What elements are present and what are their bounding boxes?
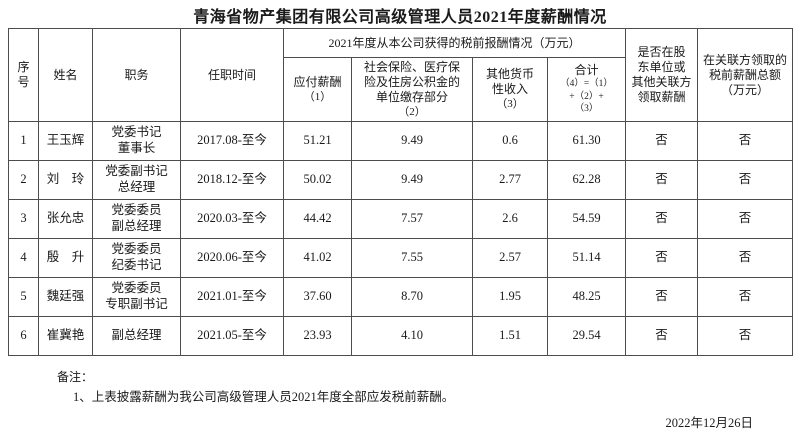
table-row: 1 王玉辉 党委书记 董事长 2017.08-至今 51.21 9.49 0.6…	[8, 121, 794, 161]
cell-name: 崔冀艳	[38, 316, 93, 356]
table-row: 6 崔冀艳 副总经理 2021.05-至今 23.93 4.10 1.51 29…	[8, 316, 794, 356]
cell-shareholder-pay: 否	[625, 238, 699, 278]
cell-tenure: 2020.06-至今	[180, 238, 284, 278]
cell-position: 党委委员 专职副书记	[92, 277, 181, 317]
col-header-shareholder-pay: 是否在股 东单位或 其他关联方 领取薪酬	[625, 28, 699, 122]
salary-table: 序 号 姓名 职务 任职时间 2021年度从本公司获得的税前报酬情况（万元） 是…	[8, 28, 794, 356]
cell-other: 1.95	[472, 277, 548, 317]
cell-related-total: 否	[697, 199, 794, 239]
col-header-other: 其他货币 性收入 （3）	[472, 57, 548, 122]
cell-total: 62.28	[546, 160, 627, 200]
cell-tenure: 2018.12-至今	[180, 160, 284, 200]
cell-social: 9.49	[351, 160, 473, 200]
cell-other: 2.6	[472, 199, 548, 239]
col-header-salary-label: 应付薪酬	[293, 74, 342, 89]
col-header-position: 职务	[92, 28, 181, 122]
cell-other: 0.6	[472, 121, 548, 161]
cell-seq: 6	[8, 316, 39, 356]
cell-salary: 44.42	[283, 199, 352, 239]
cell-shareholder-pay: 否	[625, 160, 699, 200]
cell-related-total: 否	[697, 316, 794, 356]
cell-position: 党委书记 董事长	[92, 121, 181, 161]
cell-salary: 23.93	[283, 316, 352, 356]
cell-other: 1.51	[472, 316, 548, 356]
cell-social: 7.57	[351, 199, 473, 239]
cell-seq: 1	[8, 121, 39, 161]
cell-position: 党委委员 副总经理	[92, 199, 181, 239]
cell-seq: 4	[8, 238, 39, 278]
cell-social: 8.70	[351, 277, 473, 317]
cell-shareholder-pay: 否	[625, 121, 699, 161]
table-row: 4 殷 升 党委委员 纪委书记 2020.06-至今 41.02 7.55 2.…	[8, 238, 794, 278]
cell-other: 2.57	[472, 238, 548, 278]
col-header-tenure: 任职时间	[180, 28, 284, 122]
cell-related-total: 否	[697, 121, 794, 161]
cell-name: 魏廷强	[38, 277, 93, 317]
cell-total: 48.25	[546, 277, 627, 317]
col-header-other-label: 其他货币 性收入	[485, 67, 534, 97]
cell-tenure: 2021.05-至今	[180, 316, 284, 356]
col-header-salary-sub: （1）	[303, 90, 332, 103]
col-header-total: 合计 （4）=（1） +（2）+ （3）	[546, 57, 627, 122]
cell-related-total: 否	[697, 238, 794, 278]
cell-social: 4.10	[351, 316, 473, 356]
report-date: 2022年12月26日	[665, 416, 753, 430]
cell-related-total: 否	[697, 277, 794, 317]
cell-name: 张允忠	[38, 199, 93, 239]
col-header-name: 姓名	[38, 28, 93, 122]
cell-name: 王玉辉	[38, 121, 93, 161]
cell-name: 刘 玲	[38, 160, 93, 200]
cell-total: 61.30	[546, 121, 627, 161]
cell-related-total: 否	[697, 160, 794, 200]
cell-seq: 5	[8, 277, 39, 317]
col-header-salary: 应付薪酬 （1）	[283, 57, 352, 122]
col-header-social-label: 社会保险、医疗保险及住房公积金的单位缴存部分	[363, 59, 460, 104]
cell-seq: 3	[8, 199, 39, 239]
cell-salary: 50.02	[283, 160, 352, 200]
col-header-total-label: 合计	[574, 62, 599, 77]
cell-shareholder-pay: 否	[625, 199, 699, 239]
cell-tenure: 2017.08-至今	[180, 121, 284, 161]
cell-tenure: 2021.01-至今	[180, 277, 284, 317]
header-row-sub: 应付薪酬 （1） 社会保险、医疗保险及住房公积金的单位缴存部分 （2） 其他货币…	[9, 57, 793, 122]
cell-other: 2.77	[472, 160, 548, 200]
cell-total: 29.54	[546, 316, 627, 356]
cell-social: 7.55	[351, 238, 473, 278]
page-title: 青海省物产集团有限公司高级管理人员2021年度薪酬情况	[193, 9, 607, 26]
notes-label: 备注：	[57, 370, 94, 384]
cell-total: 54.59	[546, 199, 627, 239]
cell-position: 党委委员 纪委书记	[92, 238, 181, 278]
cell-social: 9.49	[351, 121, 473, 161]
header-row-top: 序 号 姓名 职务 任职时间 2021年度从本公司获得的税前报酬情况（万元） 是…	[8, 28, 794, 122]
col-header-other-sub: （3）	[496, 98, 524, 111]
cell-tenure: 2020.03-至今	[180, 199, 284, 239]
cell-salary: 41.02	[283, 238, 352, 278]
col-header-seq: 序 号	[8, 28, 39, 122]
cell-salary: 51.21	[283, 121, 352, 161]
cell-position: 党委副书记 总经理	[92, 160, 181, 200]
table-row: 2 刘 玲 党委副书记 总经理 2018.12-至今 50.02 9.49 2.…	[8, 160, 794, 200]
cell-name: 殷 升	[38, 238, 93, 278]
col-header-social-sub: （2）	[398, 105, 426, 118]
note-item: 1、上表披露薪酬为我公司高级管理人员2021年度全部应发税前薪酬。	[73, 390, 455, 404]
table-row: 5 魏廷强 党委委员 专职副书记 2021.01-至今 37.60 8.70 1…	[8, 277, 794, 317]
col-header-group: 2021年度从本公司获得的税前报酬情况（万元）	[282, 28, 627, 58]
col-header-social: 社会保险、医疗保险及住房公积金的单位缴存部分 （2）	[351, 57, 473, 122]
cell-total: 51.14	[546, 238, 627, 278]
table-row: 3 张允忠 党委委员 副总经理 2020.03-至今 44.42 7.57 2.…	[8, 199, 794, 239]
col-header-total-formula: （4）=（1） +（2）+ （3）	[560, 78, 613, 115]
cell-seq: 2	[8, 160, 39, 200]
cell-shareholder-pay: 否	[625, 316, 699, 356]
col-header-related-total: 在关联方领取的 税前薪酬总额 （万元）	[697, 28, 794, 122]
cell-position: 副总经理	[92, 316, 181, 356]
cell-shareholder-pay: 否	[625, 277, 699, 317]
cell-salary: 37.60	[283, 277, 352, 317]
